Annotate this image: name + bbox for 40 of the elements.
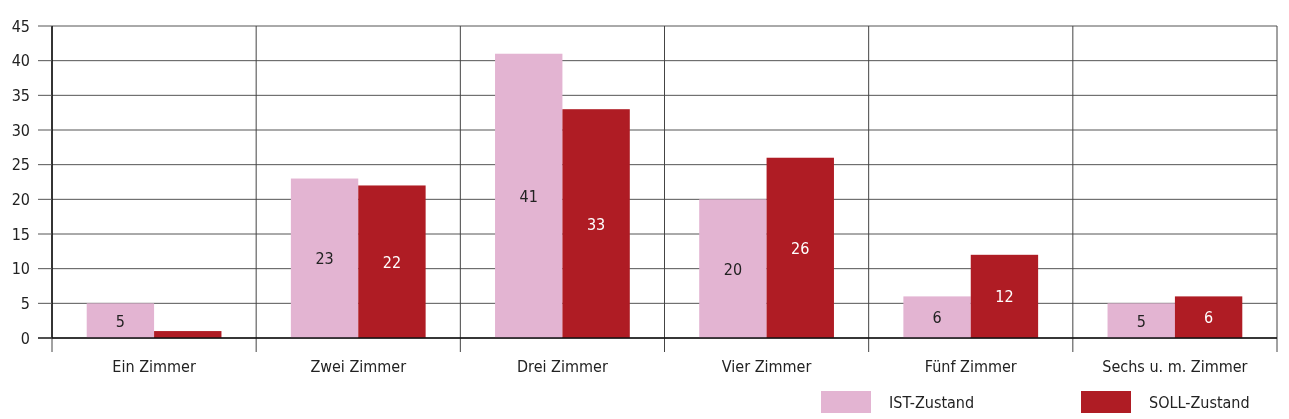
legend-label: IST-Zustand: [889, 392, 975, 412]
y-tick-label: 0: [20, 328, 30, 348]
x-tick-label: Zwei Zimmer: [310, 357, 407, 376]
x-tick-label: Fünf Zimmer: [924, 357, 1017, 376]
bar: [495, 53, 563, 338]
data-label: 6: [1204, 308, 1214, 328]
data-label: 5: [1136, 311, 1146, 331]
bar: [699, 199, 767, 338]
data-label: 5: [115, 311, 125, 331]
bar: [970, 254, 1039, 338]
x-tick-label: Drei Zimmer: [517, 357, 608, 376]
legend-label: SOLL-Zustand: [1149, 392, 1250, 412]
bar: [358, 185, 426, 338]
y-tick-label: 40: [11, 51, 30, 71]
y-tick-label: 30: [11, 120, 30, 140]
bar: [290, 178, 359, 338]
data-label: 12: [995, 287, 1014, 307]
bar: [86, 303, 155, 338]
bar: [1107, 303, 1175, 338]
x-tick-label: Vier Zimmer: [721, 357, 812, 376]
data-label: 33: [586, 214, 606, 234]
bar: [1174, 296, 1243, 338]
data-label: 41: [519, 186, 538, 206]
data-label: 20: [723, 259, 743, 279]
y-tick-label: 10: [11, 259, 30, 279]
y-tick-label: 25: [11, 155, 30, 175]
data-label: 23: [315, 249, 334, 269]
y-tick-label: 15: [11, 224, 30, 244]
x-tick-label: Ein Zimmer: [112, 357, 196, 376]
data-label: 26: [791, 238, 810, 258]
bar: [903, 296, 971, 338]
data-label: 6: [932, 308, 942, 328]
y-tick-label: 20: [11, 189, 30, 209]
data-label: 22: [382, 252, 402, 272]
x-tick-label: Sechs u. m. Zimmer: [1102, 357, 1248, 376]
y-tick-label: 35: [11, 85, 30, 105]
y-tick-label: 5: [20, 293, 30, 313]
bar: [562, 109, 630, 338]
bar: [766, 157, 834, 338]
y-tick-label: 45: [11, 16, 30, 36]
